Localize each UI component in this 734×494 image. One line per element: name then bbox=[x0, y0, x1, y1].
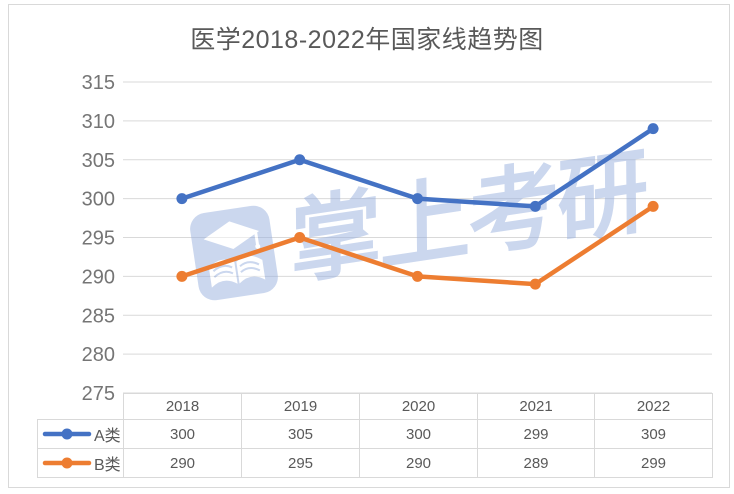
legend-series-name: B类 bbox=[94, 457, 121, 474]
y-axis-tick-label: 275 bbox=[82, 383, 115, 405]
legend-series-name: A类 bbox=[94, 428, 121, 445]
data-point-marker bbox=[529, 278, 541, 290]
year-header-cell: 2019 bbox=[241, 393, 360, 420]
value-cell: 309 bbox=[594, 419, 713, 449]
value-cell: 305 bbox=[241, 419, 360, 449]
data-point-marker bbox=[412, 193, 423, 205]
y-axis-tick-label: 285 bbox=[82, 305, 115, 327]
value-cell: 299 bbox=[477, 419, 595, 449]
year-header-cell: 2022 bbox=[594, 393, 713, 420]
year-header-cell: 2018 bbox=[123, 393, 242, 420]
data-point-marker bbox=[176, 270, 188, 282]
table-corner-empty-cell bbox=[38, 394, 124, 420]
data-point-marker bbox=[294, 154, 306, 166]
legend-line-marker-icon bbox=[42, 457, 92, 469]
legend-key: A类 bbox=[39, 422, 123, 446]
data-point-marker bbox=[294, 232, 306, 243]
data-point-marker bbox=[647, 200, 659, 212]
chart-title: 医学2018-2022年国家线趋势图 bbox=[190, 26, 544, 54]
y-axis-tick-label: 280 bbox=[82, 344, 115, 366]
table-header-row: 2018 2019 2020 2021 2022 bbox=[38, 393, 713, 420]
y-axis-tick-label: 300 bbox=[82, 189, 115, 211]
year-header-cell: 2020 bbox=[359, 393, 478, 420]
value-cell: 300 bbox=[123, 419, 242, 449]
value-cell: 290 bbox=[123, 448, 242, 478]
value-cell: 299 bbox=[594, 448, 713, 478]
data-point-marker bbox=[647, 123, 659, 135]
data-point-marker bbox=[176, 193, 188, 205]
table-series-row: B类 290 295 290 289 299 bbox=[37, 448, 713, 478]
y-axis-tick-label: 295 bbox=[82, 228, 115, 250]
data-table: 2018 2019 2020 2021 2022 A类 300 305 300 299 309 B类 2… bbox=[37, 393, 713, 478]
legend-cell: B类 bbox=[37, 448, 124, 478]
y-axis-tick-label: 290 bbox=[82, 266, 115, 288]
table-series-row: A类 300 305 300 299 309 bbox=[37, 419, 713, 449]
legend-line-marker-icon bbox=[42, 428, 92, 440]
data-point-marker bbox=[529, 200, 541, 212]
y-axis-tick-label: 310 bbox=[82, 111, 115, 133]
year-header-cell: 2021 bbox=[477, 393, 595, 420]
y-axis-tick-label: 305 bbox=[82, 150, 115, 172]
value-cell: 295 bbox=[241, 448, 360, 478]
value-cell: 290 bbox=[359, 448, 478, 478]
value-cell: 289 bbox=[477, 448, 595, 478]
data-point-marker bbox=[412, 270, 423, 282]
value-cell: 300 bbox=[359, 419, 478, 449]
legend-key: B类 bbox=[39, 451, 123, 475]
legend-cell: A类 bbox=[37, 419, 124, 449]
y-axis-tick-label: 315 bbox=[82, 72, 115, 94]
